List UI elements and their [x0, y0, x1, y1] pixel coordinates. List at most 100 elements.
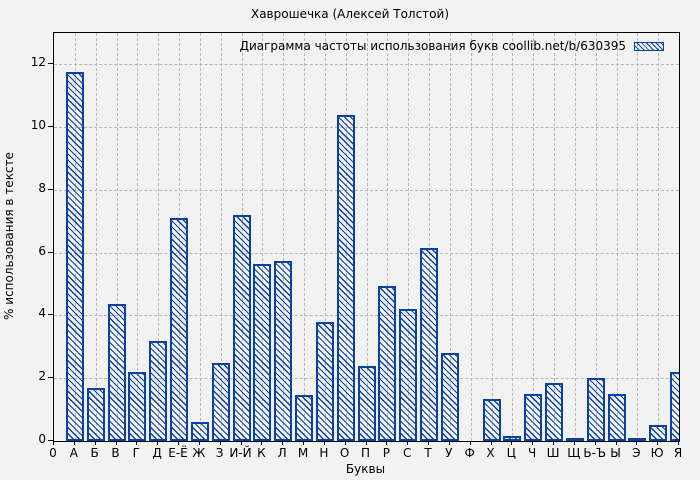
y-tick-label: 8 [38, 180, 46, 195]
y-tick-mark [48, 63, 53, 65]
v-gridline [283, 33, 285, 441]
legend-label: Диаграмма частоты использования букв coo… [239, 39, 626, 53]
bar [86, 388, 105, 441]
x-tick-mark [490, 441, 492, 445]
v-gridline [262, 33, 264, 441]
x-tick-label: К [257, 446, 266, 460]
x-tick-mark [532, 441, 534, 445]
v-gridline [324, 33, 326, 441]
x-tick-label: П [360, 446, 371, 460]
legend: Диаграмма частоты использования букв coo… [240, 39, 664, 53]
x-tick-label: Т [424, 446, 432, 460]
v-gridline [449, 33, 451, 441]
x-axis-title: Буквы [345, 462, 386, 476]
v-gridline [658, 33, 660, 441]
x-tick-label: Ж [192, 446, 206, 460]
x-tick-label: Щ [567, 446, 581, 460]
bar [503, 436, 522, 441]
bar [565, 438, 584, 441]
y-tick-label: 0 [38, 432, 46, 446]
bar [586, 378, 605, 441]
x-tick-mark [657, 441, 659, 445]
x-tick-mark [365, 441, 367, 445]
x-tick-label: И-Й [229, 446, 252, 460]
v-gridline [470, 33, 472, 441]
x-tick-mark [136, 441, 138, 445]
v-gridline [199, 33, 201, 441]
bar [649, 425, 668, 441]
x-tick-mark [615, 441, 617, 445]
v-gridline [158, 33, 160, 441]
x-tick-label: О [339, 446, 350, 460]
x-tick-label: Д [152, 446, 162, 460]
bar [232, 215, 251, 441]
bar [607, 394, 626, 441]
x-tick-label: Я [673, 446, 683, 460]
y-tick-label: 12 [30, 55, 46, 70]
v-gridline [304, 33, 305, 441]
y-tick-label: 6 [38, 243, 46, 258]
v-gridline [637, 33, 639, 441]
x-tick-label: Р [382, 446, 390, 460]
x-tick-mark [407, 441, 409, 445]
x-tick-mark [94, 441, 96, 445]
plot-area: Диаграмма частоты использования букв coo… [53, 32, 680, 442]
x-tick-mark [573, 441, 575, 445]
x-tick-mark [636, 441, 638, 445]
x-tick-mark [344, 441, 346, 445]
v-gridline [387, 33, 389, 441]
x-tick-mark [73, 441, 75, 445]
v-gridline [533, 33, 535, 441]
v-gridline [595, 33, 597, 441]
bar [399, 309, 418, 441]
v-gridline [408, 33, 410, 441]
bar [357, 366, 376, 441]
x-tick-mark [448, 441, 450, 445]
bar [107, 304, 126, 441]
legend-swatch [634, 41, 664, 51]
v-gridline [616, 33, 618, 441]
x-tick-label: Х [486, 446, 495, 460]
v-gridline [491, 33, 493, 441]
bar [378, 286, 397, 441]
bar [274, 261, 293, 441]
y-tick-mark [48, 188, 53, 190]
bar [128, 372, 147, 441]
x-tick-mark [553, 441, 554, 445]
v-gridline [512, 33, 514, 441]
v-gridline [366, 33, 368, 441]
x-tick-label: Ц [506, 446, 516, 460]
x-tick-mark [323, 441, 325, 445]
x-tick-mark [303, 441, 304, 445]
x-tick-mark [219, 441, 221, 445]
x-tick-label: Ю [650, 446, 664, 460]
x-tick-label: Ь-Ъ [583, 446, 606, 460]
bar [545, 383, 563, 441]
x-tick-mark [240, 441, 242, 445]
bar [149, 341, 168, 441]
x-tick-mark [386, 441, 388, 445]
v-gridline [574, 33, 576, 441]
bar [628, 438, 647, 441]
bar [524, 394, 543, 441]
bar [440, 353, 459, 441]
bar [253, 264, 272, 441]
x-tick-label: Г [132, 446, 140, 460]
x-tick-label: Ф [464, 446, 475, 460]
x-tick-mark [178, 441, 179, 445]
v-gridline [95, 33, 97, 441]
bar [420, 248, 438, 441]
bar [211, 363, 230, 441]
x-tick-label: 0 [49, 446, 57, 460]
v-gridline [554, 33, 555, 441]
x-tick-label: А [69, 446, 78, 460]
x-tick-label: Ш [546, 446, 560, 460]
x-tick-label: Б [90, 446, 99, 460]
x-tick-label: Е-Ё [168, 446, 188, 460]
y-tick-label: 10 [30, 118, 46, 133]
v-gridline [679, 33, 680, 441]
x-tick-label: Ы [610, 446, 621, 460]
bar [65, 72, 84, 441]
x-tick-mark [282, 441, 284, 445]
